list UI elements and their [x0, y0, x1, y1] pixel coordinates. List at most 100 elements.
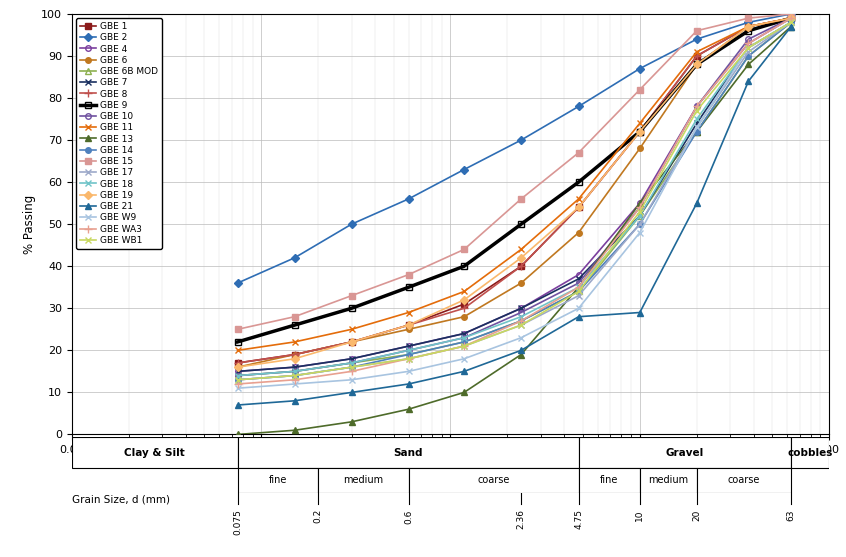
GBE 9 — [786, 15, 796, 22]
Bar — [409, 468, 579, 493]
GBE 2 — [786, 11, 796, 17]
GBE 19 — [459, 296, 470, 303]
GBE 15 — [744, 15, 754, 22]
Bar — [238, 437, 579, 468]
GBE 2 — [347, 221, 357, 228]
GBE 7 — [233, 368, 243, 375]
Text: 4.75: 4.75 — [574, 509, 583, 529]
GBE 13 — [289, 427, 299, 433]
Line: GBE WB1: GBE WB1 — [234, 19, 794, 383]
GBE 14 — [692, 128, 702, 135]
GBE 13 — [786, 23, 796, 30]
Line: GBE 6B MOD: GBE 6B MOD — [234, 19, 794, 379]
GBE 13 — [233, 431, 243, 438]
GBE 17 — [459, 343, 470, 349]
GBE W9 — [634, 229, 645, 236]
GBE 9 — [692, 61, 702, 68]
GBE 17 — [786, 19, 796, 26]
GBE 7 — [574, 276, 584, 282]
GBE 1 — [692, 53, 702, 60]
Line: GBE 19: GBE 19 — [235, 16, 794, 370]
GBE WA3 — [289, 377, 299, 383]
GBE 6B MOD — [574, 288, 584, 295]
GBE 15 — [233, 326, 243, 333]
GBE 14 — [744, 53, 754, 60]
GBE 17 — [692, 124, 702, 131]
GBE 15 — [516, 196, 526, 202]
GBE 6B MOD — [347, 360, 357, 367]
GBE 7 — [404, 343, 414, 349]
Text: medium: medium — [343, 476, 383, 485]
GBE WA3 — [516, 317, 526, 324]
GBE WB1 — [233, 377, 243, 383]
GBE 7 — [459, 330, 470, 337]
Line: GBE 1: GBE 1 — [235, 16, 794, 366]
GBE 7 — [692, 120, 702, 126]
Line: GBE 11: GBE 11 — [234, 14, 794, 354]
Legend: GBE 1, GBE 2, GBE 4, GBE 6, GBE 6B MOD, GBE 7, GBE 8, GBE 9, GBE 10, GBE 11, GBE: GBE 1, GBE 2, GBE 4, GBE 6, GBE 6B MOD, … — [76, 18, 162, 248]
GBE W9 — [233, 385, 243, 392]
GBE 15 — [692, 27, 702, 34]
GBE 18 — [634, 212, 645, 219]
Bar — [238, 468, 318, 493]
GBE WB1 — [692, 108, 702, 114]
GBE WA3 — [347, 368, 357, 375]
GBE 10 — [634, 204, 645, 211]
GBE 21 — [289, 398, 299, 404]
GBE 11 — [786, 15, 796, 22]
GBE 1 — [459, 301, 470, 307]
GBE WA3 — [574, 284, 584, 291]
GBE 10 — [744, 36, 754, 42]
GBE 7 — [786, 19, 796, 26]
Text: 10: 10 — [635, 509, 645, 521]
GBE 19 — [347, 339, 357, 345]
GBE 17 — [404, 355, 414, 362]
GBE 18 — [744, 44, 754, 51]
GBE 8 — [289, 351, 299, 358]
Text: 0.2: 0.2 — [314, 509, 322, 524]
GBE 18 — [574, 284, 584, 291]
GBE 10 — [574, 280, 584, 286]
GBE 6 — [233, 364, 243, 370]
GBE W9 — [347, 377, 357, 383]
GBE 2 — [459, 166, 470, 173]
GBE 18 — [692, 116, 702, 123]
GBE 6B MOD — [786, 19, 796, 26]
GBE 8 — [692, 53, 702, 60]
Line: GBE 2: GBE 2 — [235, 11, 794, 286]
GBE 4 — [634, 200, 645, 207]
GBE 15 — [634, 86, 645, 93]
GBE W9 — [516, 334, 526, 341]
GBE 4 — [459, 330, 470, 337]
GBE 14 — [574, 288, 584, 295]
GBE WB1 — [459, 343, 470, 349]
GBE 6 — [634, 145, 645, 152]
GBE WB1 — [404, 355, 414, 362]
GBE 4 — [233, 368, 243, 375]
GBE 2 — [404, 196, 414, 202]
GBE 11 — [289, 339, 299, 345]
GBE WB1 — [574, 288, 584, 295]
GBE WB1 — [516, 322, 526, 329]
GBE 1 — [634, 128, 645, 135]
GBE W9 — [459, 355, 470, 362]
Text: 63: 63 — [787, 509, 795, 521]
GBE 7 — [634, 212, 645, 219]
GBE 11 — [459, 288, 470, 295]
GBE 13 — [404, 406, 414, 413]
GBE 6B MOD — [404, 351, 414, 358]
GBE 21 — [634, 309, 645, 316]
Text: fine: fine — [269, 476, 287, 485]
Text: Grain Size, d (mm): Grain Size, d (mm) — [72, 495, 170, 505]
Line: GBE 10: GBE 10 — [235, 16, 794, 378]
GBE 8 — [634, 128, 645, 135]
GBE 9 — [289, 322, 299, 329]
Line: GBE 9: GBE 9 — [235, 16, 794, 345]
GBE 6 — [459, 314, 470, 320]
GBE 14 — [459, 339, 470, 345]
GBE 2 — [744, 19, 754, 26]
GBE 21 — [744, 78, 754, 85]
Bar — [579, 437, 791, 468]
Text: 0.075: 0.075 — [233, 509, 242, 535]
GBE 10 — [459, 334, 470, 341]
